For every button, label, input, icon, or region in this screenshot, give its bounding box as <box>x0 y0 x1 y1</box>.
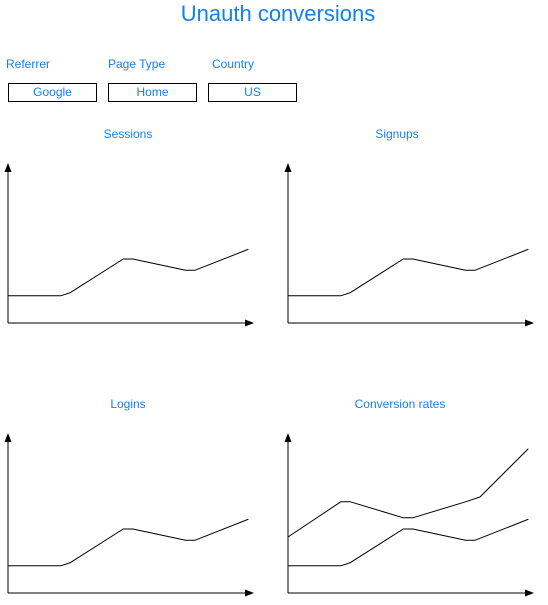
series-line-2 <box>287 448 529 538</box>
filter-label-country: Country <box>212 57 255 71</box>
country-filter-box[interactable]: US <box>208 83 297 102</box>
page-title: Unauth conversions <box>180 1 376 26</box>
filter-label-page-type: Page Type <box>108 57 166 71</box>
x-axis-arrow-icon <box>525 589 534 597</box>
logins-chart-title: Logins <box>110 397 146 411</box>
x-axis-arrow-icon <box>525 319 534 327</box>
y-axis-arrow-icon <box>284 433 292 442</box>
logins-chart <box>4 433 254 597</box>
page-type-filter-box[interactable]: Home <box>108 83 197 102</box>
signups-chart-title: Signups <box>375 127 419 141</box>
series-line-1 <box>7 248 249 297</box>
series-line-1 <box>287 248 529 297</box>
y-axis-arrow-icon <box>284 163 292 172</box>
x-axis-arrow-icon <box>245 319 254 327</box>
y-axis-arrow-icon <box>4 433 12 442</box>
sessions-chart <box>4 163 254 327</box>
conversion-rates-chart <box>284 433 534 597</box>
series-line-1 <box>7 518 249 567</box>
conversion-rates-chart-title: Conversion rates <box>354 397 446 411</box>
series-line-1 <box>287 518 529 567</box>
x-axis-arrow-icon <box>245 589 254 597</box>
sessions-chart-title: Sessions <box>103 127 153 141</box>
y-axis-arrow-icon <box>4 163 12 172</box>
referrer-filter-box[interactable]: Google <box>8 83 97 102</box>
signups-chart <box>284 163 534 327</box>
filter-label-referrer: Referrer <box>6 57 51 71</box>
